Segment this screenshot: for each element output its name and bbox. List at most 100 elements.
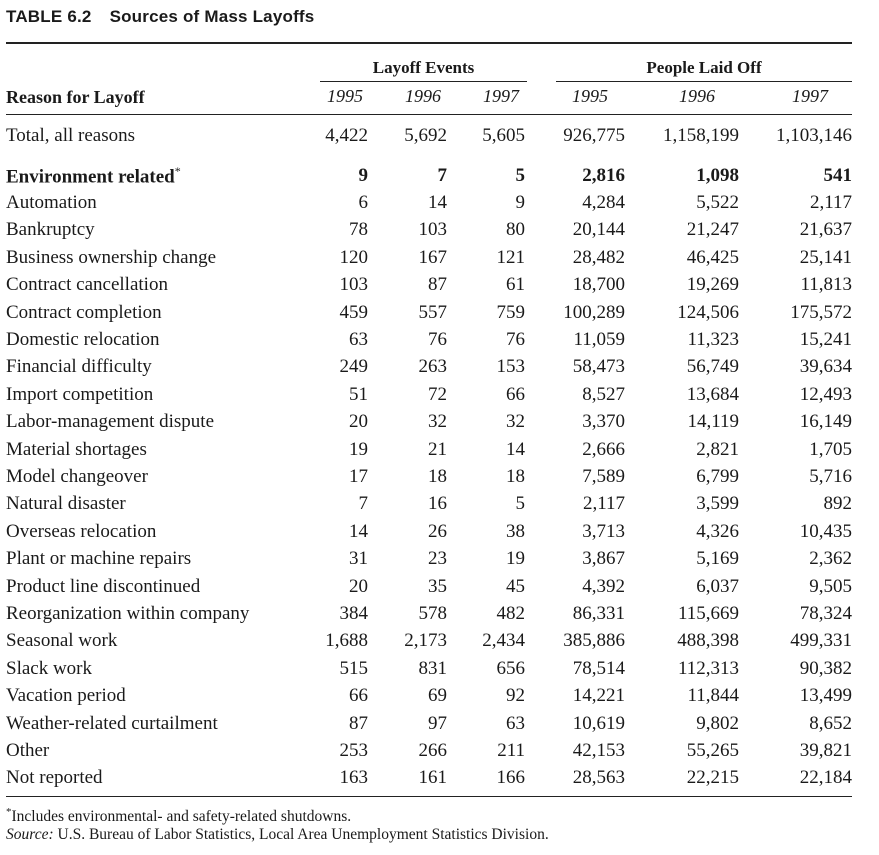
row-label-text: Vacation period: [6, 685, 126, 707]
top-rule: [6, 42, 852, 44]
cell-value: 103: [339, 274, 369, 296]
row-label-text: Natural disaster: [6, 493, 126, 515]
cell-value: 2,117: [809, 192, 852, 214]
cell-value: 384: [339, 602, 369, 624]
spacer-cell: [6, 150, 852, 162]
table-row: Weather-related curtailment 87 97 63 10,619 9…: [6, 710, 852, 737]
cell-value: 5,522: [696, 192, 739, 214]
cell-value: 76: [428, 329, 447, 351]
cell-value: 1,098: [696, 164, 739, 186]
cell-value: 55,265: [686, 739, 739, 761]
row-label-text: Bankruptcy: [6, 219, 95, 241]
cell-value: 19: [349, 438, 368, 460]
cell-value: 39,821: [799, 739, 852, 761]
row-label-text: Contract completion: [6, 301, 162, 323]
cell-value: 13,499: [799, 685, 852, 707]
row-label-text: Product line discontinued: [6, 575, 201, 597]
cell-value: 2,173: [404, 630, 447, 652]
source-text: U.S. Bureau of Labor Statistics, Local A…: [53, 826, 549, 843]
table-row: Import competition 51 72 66 8,527 13,684 12,49…: [6, 381, 852, 408]
cell-value: 72: [428, 383, 447, 405]
table-row: Other 253 266 211 42,153 55,265 39,821: [6, 737, 852, 764]
cell-value: 211: [497, 739, 525, 761]
cell-value: 80: [506, 219, 525, 241]
cell-value: 63: [506, 712, 525, 734]
cell-value: 2,362: [809, 548, 852, 570]
cell-value: 31: [349, 548, 368, 570]
cell-value: 9,505: [809, 575, 852, 597]
cell-value: 11,323: [687, 329, 739, 351]
row-label-text: Labor-management dispute: [6, 411, 215, 433]
table-row: Vacation period 66 69 92 14,221 11,844 13,499: [6, 682, 852, 709]
cell-value: 18,700: [572, 274, 625, 296]
cell-value: 10,619: [572, 712, 625, 734]
row-label-text: Automation: [6, 192, 97, 214]
cell-value: 4,392: [582, 575, 625, 597]
cell-value: 2,816: [582, 164, 625, 186]
cell-value: 14,221: [572, 685, 625, 707]
table-number: TABLE 6.2: [6, 7, 92, 26]
cell-value: 103: [418, 219, 448, 241]
cell-value: 23: [428, 548, 447, 570]
cell-value: 499,331: [790, 630, 852, 652]
table-row: Environment related* 9 7 5 2,816 1,098 541: [6, 162, 852, 189]
table-row: Contract cancellation 103 87 61 18,700 19,269…: [6, 272, 852, 299]
row-label-text: Import competition: [6, 383, 154, 405]
cell-value: 656: [496, 657, 526, 679]
row-label: Weather-related curtailment: [6, 710, 316, 737]
cell-value: 4,284: [582, 192, 625, 214]
cell-value: 2,117: [582, 493, 625, 515]
row-label-text: Model changeover: [6, 465, 148, 487]
table-row: Domestic relocation 63 76 76 11,059 11,323 15,…: [6, 326, 852, 353]
row-label: Business ownership change: [6, 244, 316, 271]
row-label-text: Environment related: [6, 165, 175, 187]
header-rule: [6, 114, 852, 115]
row-label: Product line discontinued: [6, 573, 316, 600]
table-body: Total, all reasons 4,422 5,692 5,605 926…: [6, 122, 852, 792]
cell-value: 21,247: [686, 219, 739, 241]
cell-value: 28,563: [572, 767, 625, 789]
year-header: 1995: [327, 86, 363, 106]
row-label: Contract cancellation: [6, 272, 316, 299]
cell-value: 14: [506, 438, 525, 460]
cell-value: 892: [823, 493, 853, 515]
cell-value: 19: [506, 548, 525, 570]
row-label: Labor-management dispute: [6, 409, 316, 436]
table-row: Not reported 163 161 166 28,563 22,215 22,184: [6, 765, 852, 792]
row-label-text: Contract cancellation: [6, 274, 168, 296]
cell-value: 759: [496, 301, 526, 323]
row-label-text: Slack work: [6, 657, 93, 679]
row-label: Material shortages: [6, 436, 316, 463]
cell-value: 15,241: [799, 329, 852, 351]
row-label: Contract completion: [6, 299, 316, 326]
table-row: Material shortages 19 21 14 2,666 2,821 1,705: [6, 436, 852, 463]
cell-value: 1,705: [809, 438, 852, 460]
cell-value: 14,119: [687, 411, 739, 433]
cell-value: 578: [418, 602, 448, 624]
table-row: Product line discontinued 20 35 45 4,392 6,03…: [6, 573, 852, 600]
table-row: Slack work 515 831 656 78,514 112,313 90,382: [6, 655, 852, 682]
cell-value: 19,269: [686, 274, 739, 296]
cell-value: 22,215: [686, 767, 739, 789]
cell-value: 21,637: [799, 219, 852, 241]
cell-value: 42,153: [572, 739, 625, 761]
cell-value: 66: [349, 685, 368, 707]
row-label-text: Other: [6, 739, 50, 761]
group-underline-events: [320, 81, 527, 82]
table-row: Reorganization within company 384 578 482 86…: [6, 600, 852, 627]
row-label: Other: [6, 737, 316, 764]
cell-value: 5,605: [482, 125, 525, 146]
row-label: Import competition: [6, 381, 316, 408]
cell-value: 10,435: [799, 520, 852, 542]
source-label: Source:: [6, 826, 54, 843]
cell-value: 459: [339, 301, 369, 323]
row-label-text: Reorganization within company: [6, 602, 250, 624]
table-row: Bankruptcy 78 103 80 20,144 21,247 21,637: [6, 217, 852, 244]
cell-value: 13,684: [686, 383, 739, 405]
cell-value: 9: [358, 164, 369, 186]
source-note: Source: U.S. Bureau of Labor Statistics,…: [6, 826, 549, 844]
table-row: Natural disaster 7 16 5 2,117 3,599 892: [6, 491, 852, 518]
cell-value: 18: [506, 465, 525, 487]
row-label-text: Business ownership change: [6, 246, 217, 268]
year-header: 1995: [572, 86, 608, 106]
